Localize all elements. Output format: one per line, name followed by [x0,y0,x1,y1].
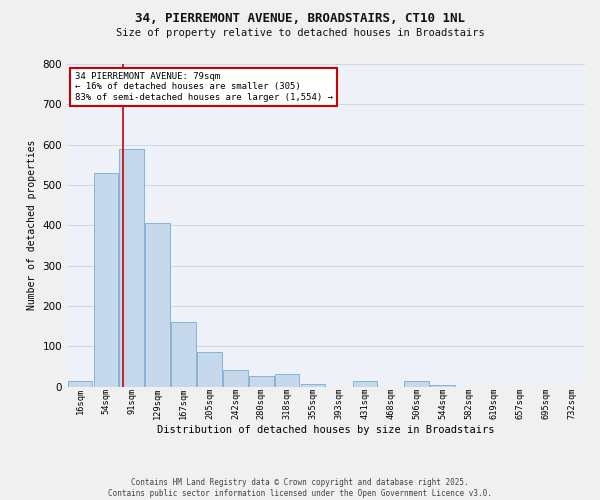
Bar [430,384,455,386]
Bar [301,384,325,386]
Text: Size of property relative to detached houses in Broadstairs: Size of property relative to detached ho… [116,28,484,38]
Text: 34 PIERREMONT AVENUE: 79sqm
← 16% of detached houses are smaller (305)
83% of se: 34 PIERREMONT AVENUE: 79sqm ← 16% of det… [75,72,333,102]
Bar [171,322,196,386]
Bar [68,382,92,386]
X-axis label: Distribution of detached houses by size in Broadstairs: Distribution of detached houses by size … [157,425,495,435]
Bar [249,376,274,386]
Bar [404,382,429,386]
Bar [94,173,118,386]
Bar [197,352,222,386]
Text: Contains HM Land Registry data © Crown copyright and database right 2025.
Contai: Contains HM Land Registry data © Crown c… [108,478,492,498]
Bar [119,148,144,386]
Bar [223,370,248,386]
Y-axis label: Number of detached properties: Number of detached properties [27,140,37,310]
Bar [275,374,299,386]
Bar [353,382,377,386]
Bar [145,224,170,386]
Text: 34, PIERREMONT AVENUE, BROADSTAIRS, CT10 1NL: 34, PIERREMONT AVENUE, BROADSTAIRS, CT10… [135,12,465,26]
